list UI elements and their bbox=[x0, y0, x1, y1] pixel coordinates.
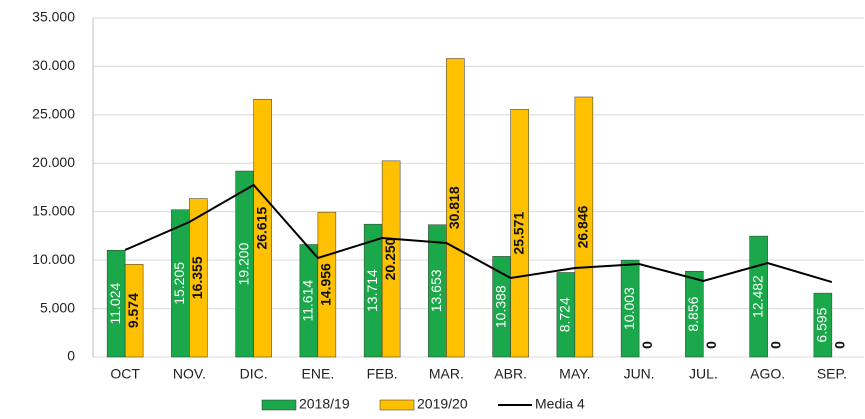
bar bbox=[574, 96, 594, 358]
x-tick-label: MAY. bbox=[559, 366, 590, 382]
legend-swatch bbox=[261, 399, 297, 411]
x-tick-label: AGO. bbox=[750, 366, 785, 382]
y-tick-label: 20.000 bbox=[32, 154, 75, 170]
value-label: 25.571 bbox=[510, 212, 526, 255]
x-tick-label: DIC. bbox=[240, 366, 268, 382]
x-tick-label: JUN. bbox=[624, 366, 655, 382]
value-label: 15.205 bbox=[171, 262, 187, 305]
x-tick-label: SEP. bbox=[817, 366, 847, 382]
value-label: 12.482 bbox=[749, 275, 765, 318]
bar bbox=[813, 292, 833, 358]
value-label: 13.653 bbox=[428, 269, 444, 312]
value-label: 0 bbox=[767, 341, 783, 349]
value-label: 20.250 bbox=[382, 237, 398, 280]
bar bbox=[124, 264, 144, 358]
value-label: 6.595 bbox=[814, 307, 830, 342]
line-series bbox=[124, 183, 833, 283]
value-label: 0 bbox=[639, 341, 655, 349]
bar bbox=[510, 109, 529, 358]
bar bbox=[317, 211, 337, 358]
value-label: 26.846 bbox=[575, 205, 591, 248]
value-label: 11.024 bbox=[107, 283, 123, 325]
x-tick-label: MAR. bbox=[429, 366, 464, 382]
x-tick-label: FEB. bbox=[367, 366, 398, 382]
y-tick-label: 35.000 bbox=[32, 9, 75, 25]
x-tick-label: JUL. bbox=[689, 366, 718, 382]
value-label: 26.615 bbox=[253, 206, 269, 249]
x-tick-label: NOV. bbox=[173, 366, 206, 382]
value-label: 14.956 bbox=[318, 263, 334, 306]
x-tick-label: ABR. bbox=[494, 366, 527, 382]
y-tick-label: 10.000 bbox=[32, 251, 75, 267]
y-tick-label: 15.000 bbox=[32, 202, 75, 218]
y-tick-label: 5.000 bbox=[40, 299, 75, 315]
value-label: 9.574 bbox=[125, 293, 141, 328]
bar bbox=[189, 198, 208, 358]
value-label: 19.200 bbox=[235, 242, 251, 285]
bar bbox=[446, 58, 465, 358]
value-label: 10.388 bbox=[492, 285, 508, 328]
value-label: 0 bbox=[832, 341, 848, 349]
value-label: 8.856 bbox=[685, 296, 701, 331]
bar bbox=[253, 98, 272, 358]
y-tick-label: 0 bbox=[67, 348, 75, 364]
x-tick-label: OCT bbox=[110, 366, 140, 382]
bar bbox=[685, 270, 704, 358]
y-tick-label: 25.000 bbox=[32, 106, 75, 122]
value-label: 8.724 bbox=[557, 297, 573, 332]
legend-label: Media 4 bbox=[535, 396, 585, 412]
value-label: 16.355 bbox=[189, 256, 205, 299]
value-label: 13.714 bbox=[364, 269, 380, 312]
y-tick-label: 30.000 bbox=[32, 57, 75, 73]
value-label: 30.818 bbox=[446, 186, 462, 229]
legend-label: 2019/20 bbox=[417, 396, 468, 412]
value-label: 11.614 bbox=[300, 280, 316, 322]
value-label: 10.003 bbox=[621, 287, 637, 330]
x-tick-label: ENE. bbox=[302, 366, 335, 382]
legend-swatch bbox=[379, 399, 415, 411]
value-label: 0 bbox=[703, 341, 719, 349]
bar bbox=[381, 160, 401, 358]
bar bbox=[620, 259, 640, 358]
legend-label: 2018/19 bbox=[299, 396, 350, 412]
